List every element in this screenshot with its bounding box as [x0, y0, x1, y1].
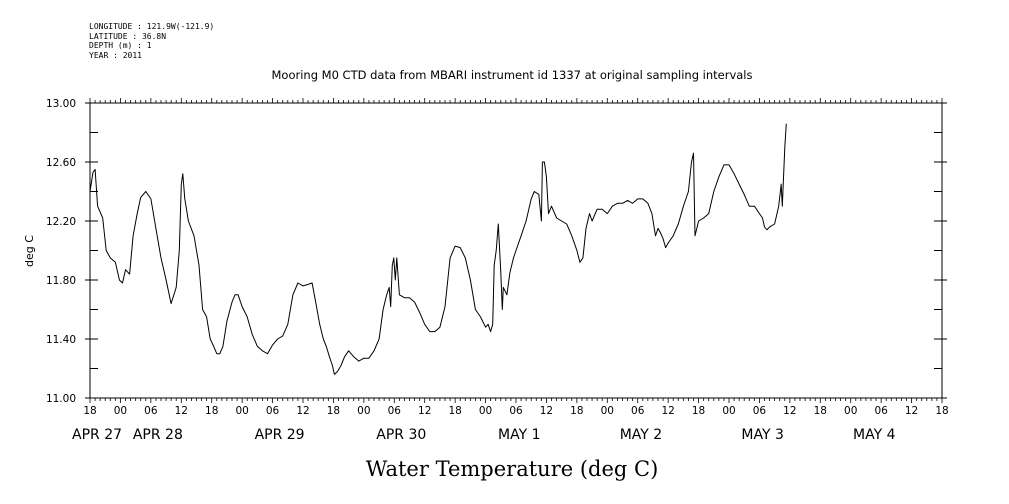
x-date-label: MAY 2 — [620, 427, 662, 443]
x-hour-label: 12 — [418, 405, 431, 417]
x-hour-label: 12 — [540, 405, 553, 417]
x-date-label: MAY 1 — [498, 427, 540, 443]
y-tick-label: 13.00 — [46, 98, 76, 110]
x-hour-label: 12 — [175, 405, 188, 417]
x-hour-label: 06 — [509, 405, 523, 417]
x-axis: 18 00 06 12 18 00 06 12 18 00 06 12 18 00 06 12 18 00 06 12… — [72, 98, 949, 443]
x-hour-label: 18 — [570, 405, 583, 417]
x-hour-label: 18 — [814, 405, 827, 417]
x-hour-label: 00 — [722, 405, 735, 417]
x-hour-label: 00 — [479, 405, 492, 417]
x-hour-label: 06 — [874, 405, 888, 417]
x-hour-label: 06 — [388, 405, 402, 417]
depth-line: DEPTH (m) : 1 — [89, 41, 152, 50]
x-hour-label: 06 — [266, 405, 280, 417]
y-tick-label: 11.80 — [46, 275, 76, 287]
series-layer — [89, 123, 787, 375]
x-hour-label: 12 — [905, 405, 918, 417]
year-line: YEAR : 2011 — [89, 50, 142, 60]
x-hour-label: 12 — [661, 405, 674, 417]
metadata-block: LONGITUDE : 121.9W(-121.9) LATITUDE : 36… — [89, 22, 214, 60]
y-tick-label: 12.20 — [46, 216, 76, 228]
latitude-line: LATITUDE : 36.8N — [89, 31, 167, 41]
x-hour-label: 18 — [327, 405, 340, 417]
x-date-label: APR 27 — [72, 427, 122, 443]
x-axis-label: Water Temperature (deg C) — [366, 457, 659, 481]
x-hour-label: 18 — [935, 405, 948, 417]
x-hour-label: 00 — [235, 405, 248, 417]
x-hour-label: 06 — [631, 405, 645, 417]
x-date-label: APR 30 — [376, 427, 426, 443]
y-tick-label: 11.40 — [46, 334, 76, 346]
x-date-label: MAY 3 — [741, 427, 783, 443]
x-hour-label: 00 — [357, 405, 370, 417]
x-date-label: APR 29 — [255, 427, 305, 443]
temperature-series-line — [89, 123, 787, 375]
y-tick-label: 12.60 — [46, 157, 76, 169]
x-hour-label: 00 — [114, 405, 127, 417]
x-hour-label: 12 — [783, 405, 796, 417]
x-hour-label: 00 — [601, 405, 614, 417]
x-date-label: APR 28 — [133, 427, 183, 443]
x-hour-label: 06 — [753, 405, 767, 417]
x-hour-label: 18 — [205, 405, 218, 417]
y-axis-label: deg C — [23, 235, 36, 267]
x-date-label: MAY 4 — [853, 427, 896, 443]
x-hour-label: 18 — [83, 405, 96, 417]
x-hour-label: 18 — [448, 405, 461, 417]
y-axis: 11.00 11.40 11.80 12.20 12.60 13.00 — [46, 98, 947, 405]
y-tick-label: 11.00 — [46, 393, 76, 405]
x-hour-label: 18 — [692, 405, 705, 417]
x-hour-label: 06 — [144, 405, 158, 417]
x-hour-label: 12 — [296, 405, 309, 417]
x-hour-label: 00 — [844, 405, 857, 417]
longitude-line: LONGITUDE : 121.9W(-121.9) — [89, 22, 215, 31]
chart-title: Mooring M0 CTD data from MBARI instrumen… — [272, 68, 753, 82]
